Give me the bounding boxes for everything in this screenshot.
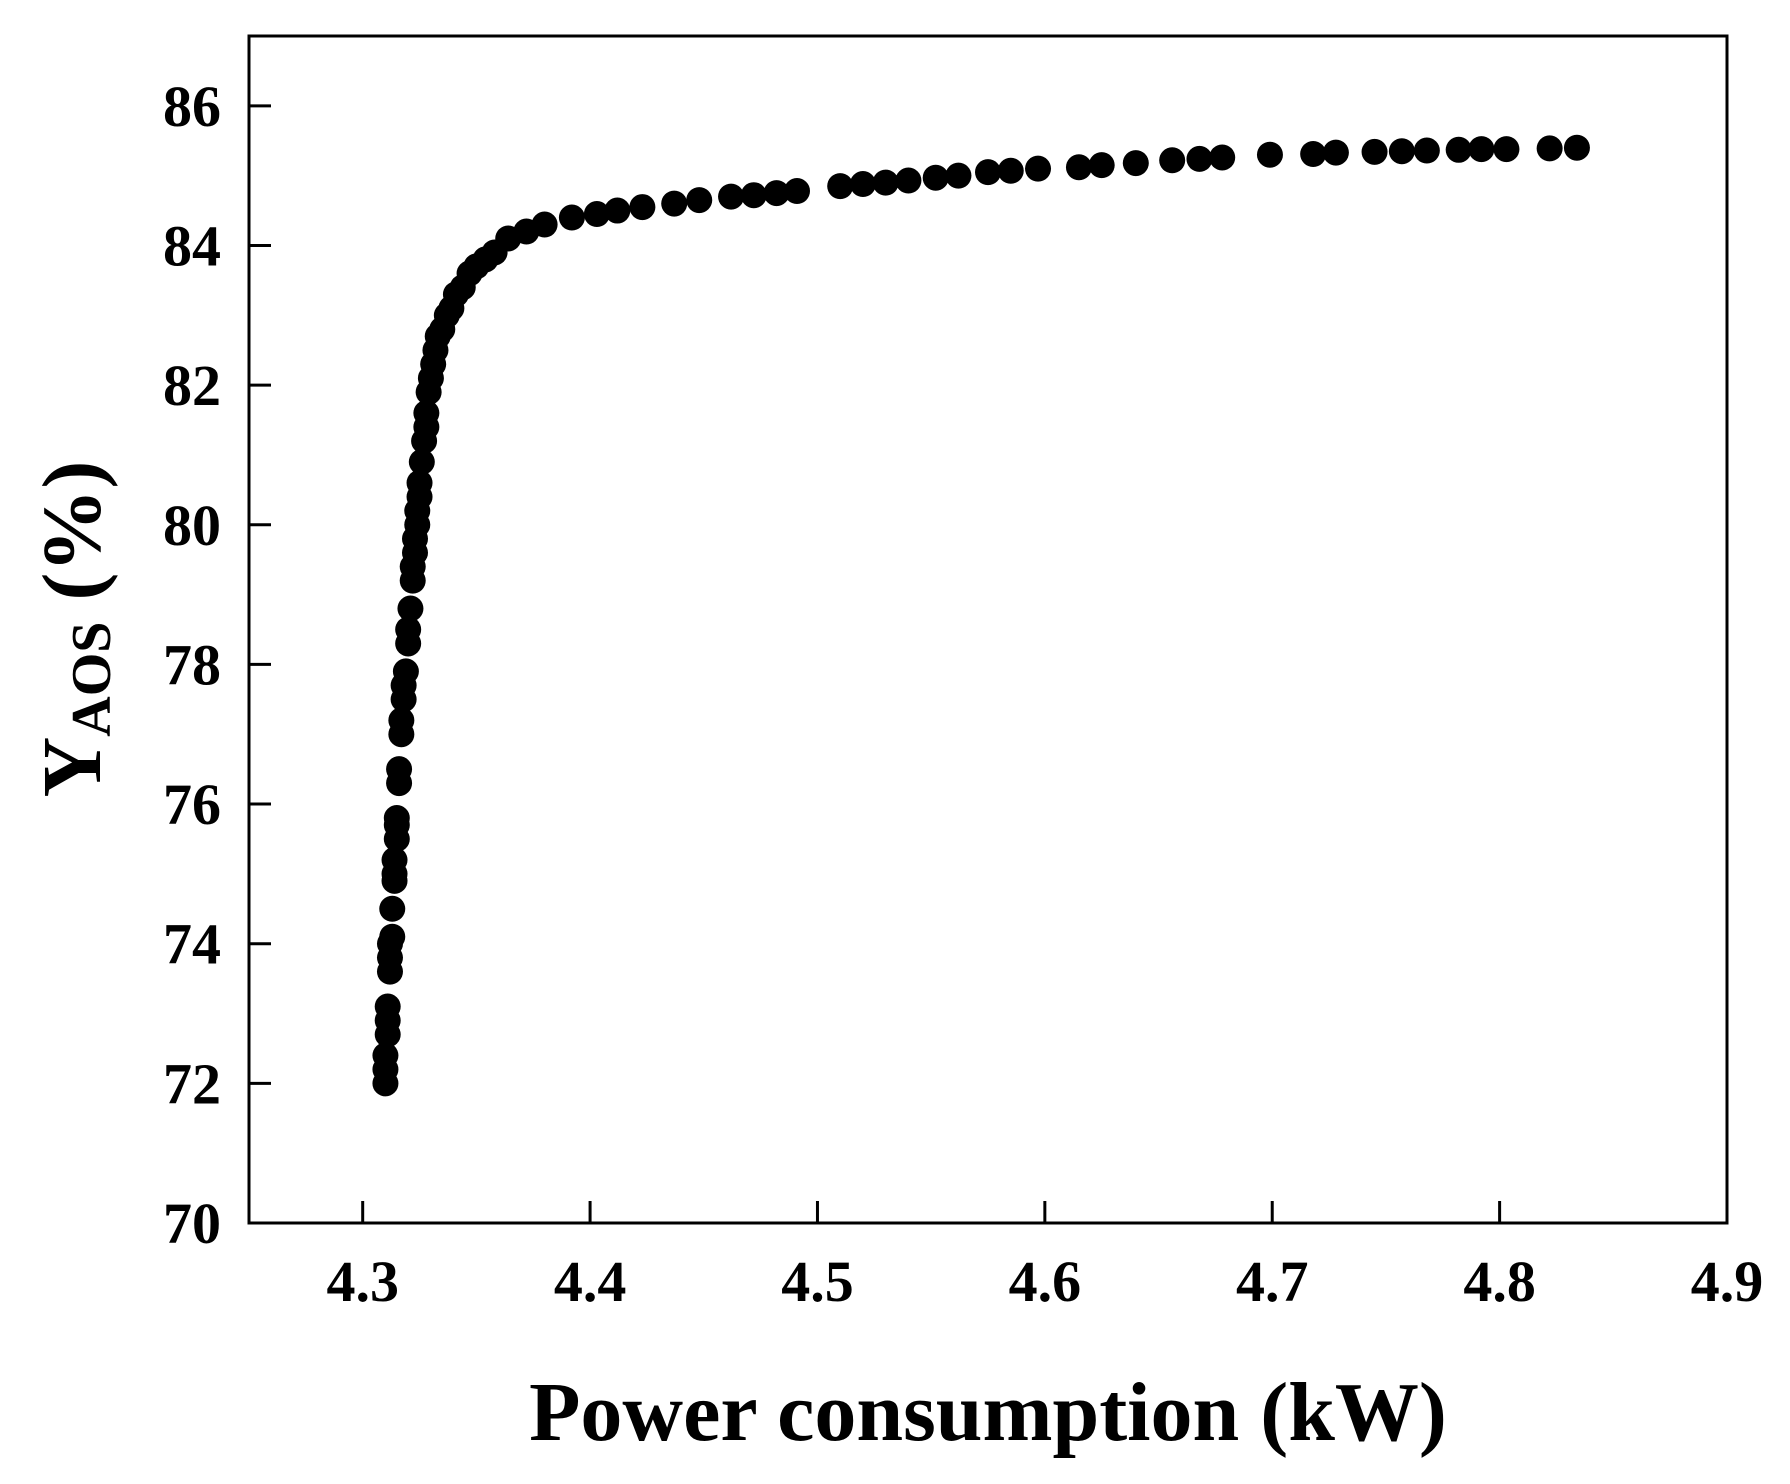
data-point <box>872 169 899 196</box>
data-point <box>395 616 422 643</box>
data-point <box>381 846 408 873</box>
data-point <box>604 197 631 224</box>
x-tick-label: 4.8 <box>1463 1249 1536 1314</box>
plot-frame <box>247 34 1729 1225</box>
data-point <box>1536 135 1563 162</box>
y-ticks: 70 72 74 76 78 80 82 84 86 <box>163 74 271 1256</box>
y-axis-title-suffix: (%) <box>26 461 119 622</box>
x-ticks: 4.3 4.4 4.5 4.6 4.7 4.8 4.9 <box>326 1201 1763 1314</box>
data-point <box>1322 139 1349 166</box>
data-point <box>827 173 854 200</box>
data-point <box>379 895 406 922</box>
data-point <box>374 993 401 1020</box>
data-point <box>531 211 558 238</box>
data-point <box>1361 138 1388 165</box>
data-point <box>1468 136 1495 163</box>
data-point <box>413 400 440 427</box>
data-point <box>783 178 810 205</box>
data-point <box>922 164 949 191</box>
data-point <box>975 159 1001 186</box>
data-point <box>1445 136 1472 163</box>
x-tick-label: 4.5 <box>781 1249 854 1314</box>
x-tick-label: 4.7 <box>1236 1249 1309 1314</box>
data-point <box>558 204 585 231</box>
data-point <box>1493 136 1520 163</box>
data-point <box>849 171 876 198</box>
y-tick-label: 86 <box>163 74 221 139</box>
data-point <box>583 201 610 228</box>
data-point <box>1025 155 1052 182</box>
y-tick-label: 72 <box>163 1051 221 1116</box>
data-point <box>1065 154 1092 181</box>
data-point <box>379 923 406 950</box>
data-point <box>661 190 688 217</box>
data-point <box>629 194 656 221</box>
data-point <box>388 707 415 734</box>
data-point <box>397 595 424 622</box>
data-point <box>895 167 922 194</box>
x-tick-label: 4.4 <box>554 1249 627 1314</box>
y-tick-label: 76 <box>163 772 221 837</box>
y-tick-label: 82 <box>163 353 221 418</box>
data-point <box>763 180 790 207</box>
x-tick-label: 4.3 <box>326 1249 399 1314</box>
data-point <box>740 182 767 209</box>
data-point <box>408 448 435 475</box>
y-tick-label: 84 <box>163 213 221 278</box>
data-points <box>372 134 1590 1097</box>
data-point <box>392 658 419 685</box>
data-point <box>1388 138 1415 165</box>
data-point <box>1186 145 1213 172</box>
y-tick-label: 78 <box>163 632 221 697</box>
y-axis-title-subscript: AOS <box>61 622 123 737</box>
x-tick-label: 4.6 <box>1009 1249 1082 1314</box>
data-point <box>1563 134 1590 161</box>
y-axis-title: YAOS (%) <box>26 461 123 798</box>
data-point <box>718 183 745 210</box>
data-point <box>406 469 433 496</box>
data-point <box>372 1042 399 1069</box>
data-point <box>1300 141 1327 168</box>
data-point <box>1256 141 1283 168</box>
y-tick-label: 74 <box>163 912 221 977</box>
data-point <box>1122 150 1149 177</box>
y-tick-label: 70 <box>163 1191 221 1256</box>
data-point <box>386 756 413 783</box>
data-point <box>383 805 410 832</box>
x-tick-label: 4.9 <box>1691 1249 1764 1314</box>
data-point <box>1209 144 1236 171</box>
data-point <box>1413 137 1440 164</box>
data-point <box>945 162 972 189</box>
y-tick-label: 80 <box>163 493 221 558</box>
data-point <box>1159 147 1186 174</box>
x-axis-title: Power consumption (kW) <box>529 1366 1447 1459</box>
y-axis-title-main: Y <box>26 737 119 798</box>
data-point <box>997 157 1024 184</box>
data-point <box>686 187 713 214</box>
data-point <box>1088 152 1115 179</box>
